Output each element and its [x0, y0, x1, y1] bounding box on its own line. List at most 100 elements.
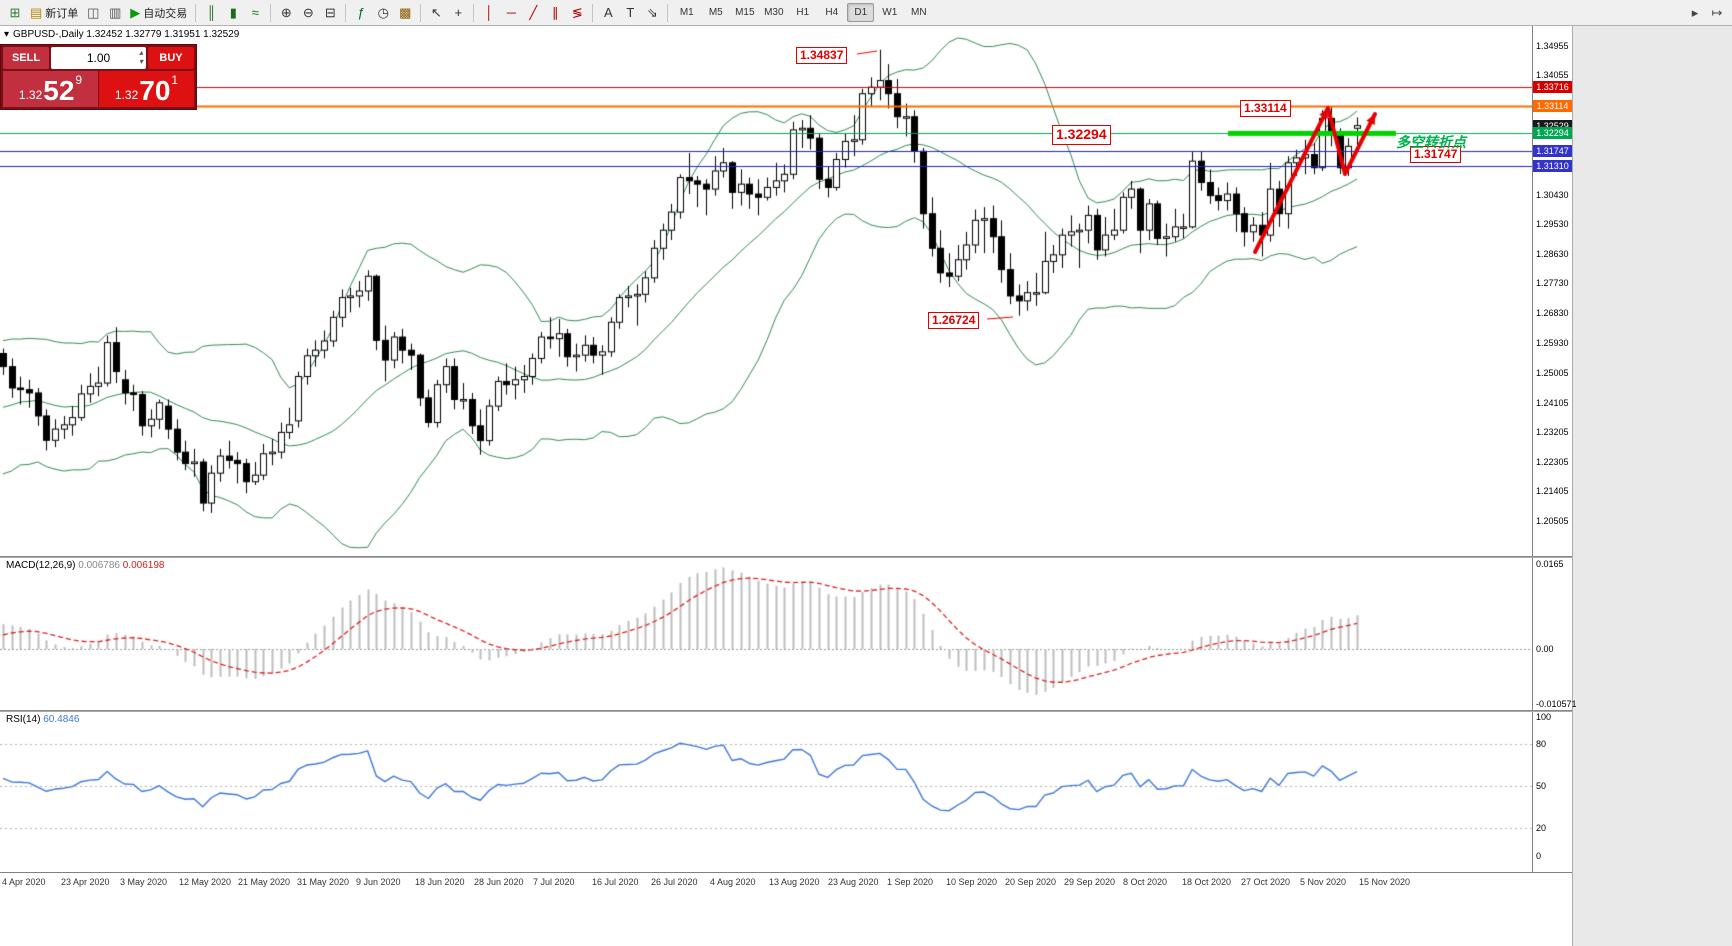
chart-symbol-ohlc: ▾ GBPUSD-,Daily 1.32452 1.32779 1.31951 … [4, 29, 239, 40]
price-scale-label: 1.30430 [1536, 189, 1569, 200]
chart-shift-icon: ▸ [1691, 5, 1699, 20]
toolbar: ⊞ ▤ 新订单 ◫ ▥ ▶ 自动交易 ║ ▮ ≈ ⊕ ⊖ ⊟ ƒ ◷ ▩ ↖ + │ ─ ╱ ∥ ≶ A T ⇘ M1 M5 M15 M3… [0, 0, 1732, 26]
auto-trading-button[interactable]: ▶ 自动交易 [126, 2, 191, 24]
arrows-button[interactable]: ⇘ [641, 2, 663, 24]
vertical-line-button[interactable]: │ [478, 2, 500, 24]
candlestick-button[interactable]: ▮ [222, 2, 244, 24]
new-order-button[interactable]: ▤ 新订单 [26, 2, 82, 24]
volume-stepper[interactable]: 1.00 ▴ ▾ [51, 47, 146, 69]
timeframe-m15-button[interactable]: M15 [735, 7, 755, 18]
macd-label: MACD(12,26,9) 0.006786 0.006198 [6, 560, 164, 571]
bar-chart-button[interactable]: ║ [200, 2, 222, 24]
price-scale-label: 1.25930 [1536, 337, 1569, 348]
price-scale-label: 1.29530 [1536, 219, 1569, 230]
scale-divider [1532, 26, 1533, 894]
date-axis-label: 20 Sep 2020 [1005, 877, 1057, 887]
channel-icon: ∥ [552, 5, 559, 20]
periods-icon: ◷ [377, 5, 389, 20]
price-scale-label: 1.21405 [1536, 486, 1569, 497]
label-button[interactable]: T [619, 2, 641, 24]
timeframe-h4-button[interactable]: H4 [825, 7, 839, 18]
sell-price[interactable]: 1.32 52 9 [3, 71, 98, 107]
date-axis-label: 31 May 2020 [297, 877, 350, 887]
timeframe-m30-button[interactable]: M30 [764, 7, 784, 18]
price-scale-label: 1.34055 [1536, 70, 1569, 81]
price-scale-label: 1.25005 [1536, 368, 1569, 379]
candlestick-icon: ▮ [229, 5, 237, 20]
price-tag: 1.33716 [1533, 80, 1572, 93]
fibonacci-button[interactable]: ≶ [566, 2, 588, 24]
price-scale-label: 1.23205 [1536, 427, 1569, 438]
channel-button[interactable]: ∥ [544, 2, 566, 24]
date-axis-label: 5 Nov 2020 [1300, 877, 1347, 887]
date-axis-label: 13 Aug 2020 [769, 877, 820, 887]
one-click-collapse-icon[interactable]: ▾ [4, 29, 10, 40]
horizontal-line-icon: ─ [506, 5, 516, 20]
rsi-value: 60.4846 [43, 714, 80, 725]
chart-shift-button[interactable]: ▸ [1684, 2, 1706, 24]
macd-scale: 0.0165 0.00 -0.010571 [1533, 558, 1577, 710]
buy-price[interactable]: 1.32 70 1 [99, 71, 194, 107]
line-chart-button[interactable]: ≈ [244, 2, 266, 24]
chart-list-icon: ◫ [87, 5, 100, 20]
price-tag: 1.33114 [1533, 100, 1572, 113]
timeframe-h1-button[interactable]: H1 [796, 7, 810, 18]
price-scale-label: 1.22305 [1536, 456, 1569, 467]
zoom-out-button[interactable]: ⊖ [297, 2, 319, 24]
zoom-in-button[interactable]: ⊕ [275, 2, 297, 24]
macd-canvas[interactable] [0, 558, 1532, 710]
date-axis-label: 9 Jun 2020 [356, 877, 401, 887]
tile-windows-icon: ⊟ [324, 5, 336, 20]
periods-button[interactable]: ◷ [372, 2, 394, 24]
rsi-scale-label: 80 [1536, 739, 1547, 749]
templates-button[interactable]: ▩ [394, 2, 416, 24]
price-chart-canvas[interactable] [0, 26, 1532, 556]
date-axis-label: 18 Jun 2020 [415, 877, 465, 887]
templates-icon: ▩ [399, 5, 412, 20]
trendline-button[interactable]: ╱ [522, 2, 544, 24]
chart-window: 1.34955 1.34055 1.30430 1.29530 1.28630 1.277… [0, 26, 1577, 946]
sell-price-sup: 9 [75, 73, 83, 87]
profiles-button[interactable]: ▥ [104, 2, 126, 24]
volume-value[interactable]: 1.00 [86, 51, 111, 65]
new-chart-button[interactable]: ⊞ [4, 2, 26, 24]
vertical-line-icon: │ [485, 5, 494, 20]
horizontal-line-button[interactable]: ─ [500, 2, 522, 24]
toolbar-separator [592, 3, 594, 22]
volume-up-icon[interactable]: ▴ [138, 48, 143, 57]
rsi-canvas[interactable] [0, 712, 1532, 872]
date-axis-label: 3 May 2020 [120, 877, 168, 887]
timeframe-w1-button[interactable]: W1 [882, 7, 898, 18]
rsi-pane-separator[interactable] [0, 710, 1572, 712]
timeframe-d1-button[interactable]: D1 [847, 3, 875, 22]
timeframe-m1-button[interactable]: M1 [679, 7, 694, 18]
price-scale-label: 1.27730 [1536, 278, 1569, 289]
new-order-button-label: 新订单 [45, 7, 79, 20]
chart-list-button[interactable]: ◫ [82, 2, 104, 24]
date-axis-label: 10 Sep 2020 [946, 877, 998, 887]
macd-pane-separator[interactable] [0, 556, 1572, 558]
cursor-icon: ↖ [430, 5, 442, 20]
timeframe-mn-button[interactable]: MN [911, 7, 927, 18]
date-axis-label: 1 Sep 2020 [887, 877, 934, 887]
crosshair-button[interactable]: + [447, 2, 469, 24]
volume-down-icon[interactable]: ▾ [138, 57, 143, 66]
sell-button[interactable]: SELL [3, 47, 49, 69]
price-tag: 1.32294 [1533, 127, 1572, 140]
rsi-pane: RSI(14) 60.4846 100 80 50 20 0 [0, 712, 1572, 872]
tile-windows-button[interactable]: ⊟ [319, 2, 341, 24]
buy-button[interactable]: BUY [148, 47, 194, 69]
text-button[interactable]: A [597, 2, 619, 24]
rsi-label: RSI(14) 60.4846 [6, 714, 79, 725]
main-chart-pane: 1.34955 1.34055 1.30430 1.29530 1.28630 1.277… [0, 26, 1572, 556]
indicators-button[interactable]: ƒ [350, 2, 372, 24]
price-scale: 1.34955 1.34055 1.30430 1.29530 1.28630 1.277… [1533, 26, 1572, 556]
auto-scroll-button[interactable]: ↦ [1706, 2, 1728, 24]
timeframe-m5-button[interactable]: M5 [708, 7, 723, 18]
date-axis-label: 4 Apr 2020 [2, 877, 46, 887]
symbol-ohlc-text: GBPUSD-,Daily 1.32452 1.32779 1.31951 1.… [13, 29, 240, 40]
price-scale-label: 1.24105 [1536, 397, 1569, 408]
fibonacci-icon: ≶ [571, 5, 583, 20]
cursor-button[interactable]: ↖ [425, 2, 447, 24]
volume-spinner[interactable]: ▴ ▾ [139, 48, 143, 66]
